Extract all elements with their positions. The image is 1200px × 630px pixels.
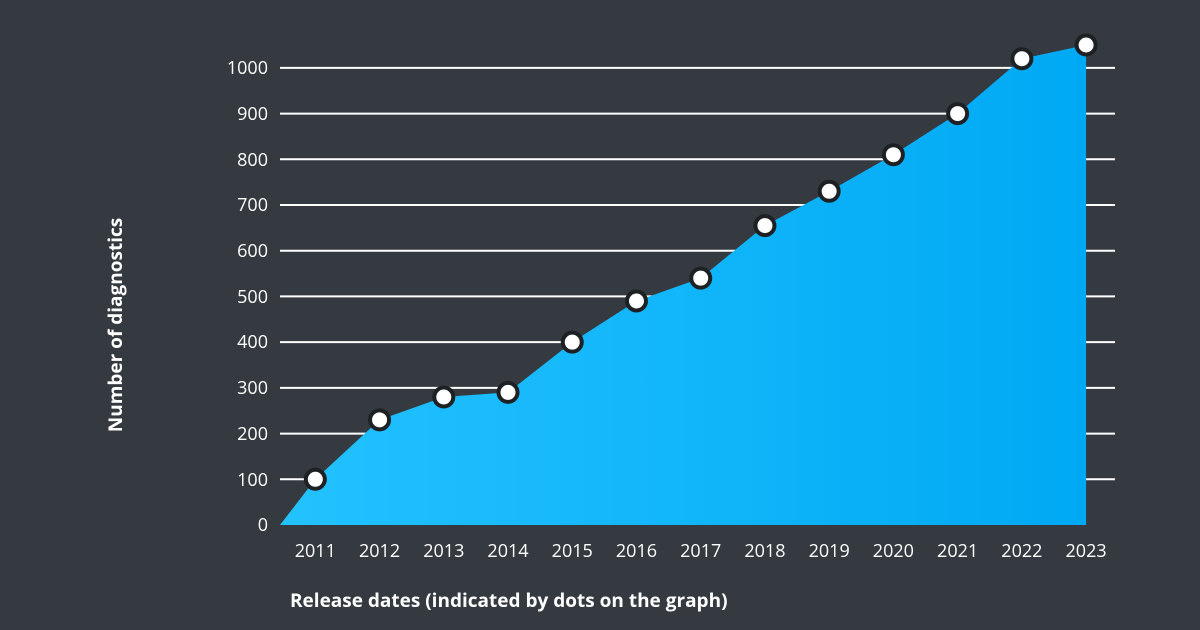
data-point (499, 383, 518, 402)
x-tick-label: 2017 (680, 539, 721, 563)
data-point (627, 292, 646, 311)
y-tick-label: 1000 (227, 56, 268, 80)
x-axis-label: Release dates (indicated by dots on the … (290, 587, 728, 613)
data-point (755, 216, 774, 235)
x-tick-label: 2020 (873, 539, 914, 563)
y-tick-label: 0 (258, 513, 268, 537)
y-tick-label: 500 (237, 285, 268, 309)
x-tick-label: 2014 (487, 539, 528, 563)
x-tick-label: 2023 (1066, 539, 1107, 563)
y-tick-label: 100 (237, 468, 268, 492)
x-tick-label: 2016 (616, 539, 657, 563)
x-tick-label: 2015 (552, 539, 593, 563)
data-point (563, 333, 582, 352)
x-tick-label: 2013 (423, 539, 464, 563)
data-point (948, 104, 967, 123)
data-point (434, 388, 453, 407)
y-tick-label: 200 (237, 422, 268, 446)
data-point (370, 410, 389, 429)
x-tick-label: 2011 (295, 539, 336, 563)
x-tick-label: 2022 (1001, 539, 1042, 563)
y-tick-label: 300 (237, 376, 268, 400)
y-tick-label: 900 (237, 102, 268, 126)
y-tick-label: 400 (237, 330, 268, 354)
y-tick-label: 800 (237, 148, 268, 172)
x-tick-label: 2012 (359, 539, 400, 563)
area-chart-svg (0, 0, 1200, 630)
x-tick-label: 2019 (809, 539, 850, 563)
data-point (1012, 49, 1031, 68)
x-tick-label: 2018 (744, 539, 785, 563)
data-point (306, 470, 325, 489)
data-point (820, 182, 839, 201)
data-point (691, 269, 710, 288)
data-point (884, 145, 903, 164)
y-axis-label: Number of diagnostics (102, 218, 128, 432)
y-tick-label: 600 (237, 239, 268, 263)
x-tick-label: 2021 (937, 539, 978, 563)
chart-container: Number of diagnostics Release dates (ind… (0, 0, 1200, 630)
y-tick-label: 700 (237, 193, 268, 217)
data-point (1077, 36, 1096, 55)
